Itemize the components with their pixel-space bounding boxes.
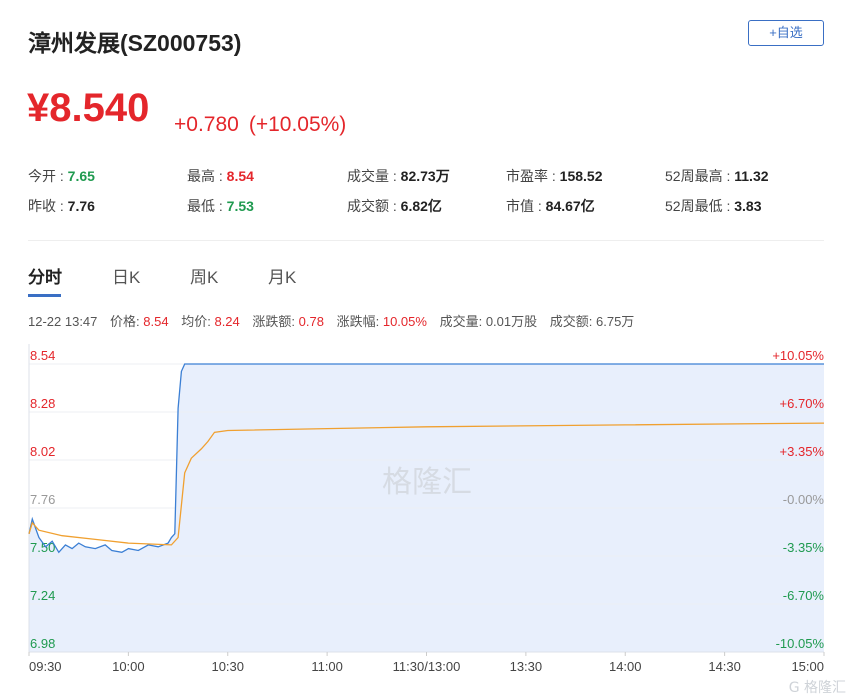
info-avg: 8.24: [214, 314, 240, 329]
y-pct-tick-label: -3.35%: [783, 540, 825, 555]
stat-label: 今开: [28, 168, 56, 184]
x-tick-label: 14:00: [609, 659, 642, 674]
info-chg-label: 涨跌额:: [252, 314, 296, 329]
stat-item: 今开 : 7.65: [28, 168, 95, 184]
stat-value: 7.53: [226, 198, 254, 214]
average-price-line: [28, 422, 825, 546]
stat-label: 最高: [187, 168, 215, 184]
stat-label: 市盈率: [506, 168, 548, 184]
stat-value: 158.52: [559, 168, 603, 184]
stat-item: 最低 : 7.53: [187, 198, 254, 214]
stat-item: 最高 : 8.54: [187, 168, 254, 184]
stat-item: 市值 : 84.67亿: [506, 198, 595, 214]
info-datetime: 12-22 13:47: [28, 314, 98, 329]
add-watchlist-button[interactable]: +自选: [748, 20, 824, 46]
tab-weekly-k[interactable]: 周K: [190, 268, 219, 287]
stat-value: 6.82亿: [400, 198, 442, 214]
x-tick-label: 11:00: [311, 659, 343, 674]
stat-item: 昨收 : 7.76: [28, 198, 95, 214]
info-amt: 6.75万: [596, 314, 635, 329]
y-pct-tick-label: -0.00%: [783, 492, 825, 507]
x-tick-label: 13:30: [510, 659, 543, 674]
y-tick-label: 8.28: [30, 396, 55, 411]
stat-item: 52周最低 : 3.83: [665, 198, 762, 214]
x-tick-label: 15:00: [791, 659, 824, 674]
y-pct-tick-label: -6.70%: [783, 588, 825, 603]
watermark-logo: 格隆汇: [382, 465, 472, 500]
stat-label: 昨收: [28, 198, 56, 214]
info-price: 8.54: [143, 314, 169, 329]
stat-label: 市值: [506, 198, 534, 214]
stat-item: 52周最高 : 11.32: [665, 168, 769, 184]
x-tick-label: 09:30: [29, 659, 62, 674]
stat-value: 3.83: [734, 198, 762, 214]
info-vol-label: 成交量:: [439, 314, 483, 329]
y-tick-label: 8.02: [30, 444, 55, 459]
stat-value: 8.54: [226, 168, 254, 184]
corner-watermark-logo: G 格隆汇: [789, 680, 846, 694]
y-tick-label: 7.76: [30, 492, 55, 507]
x-tick-label: 11:30/13:00: [393, 659, 461, 674]
info-pct: 10.05%: [382, 314, 427, 329]
y-pct-tick-label: +3.35%: [780, 444, 825, 459]
stat-label: 成交额: [347, 198, 389, 214]
stat-value: 82.73万: [400, 168, 450, 184]
stat-value: 84.67亿: [545, 198, 595, 214]
y-pct-tick-label: +10.05%: [772, 348, 824, 363]
y-tick-label: 7.24: [30, 588, 55, 603]
stat-item: 成交量 : 82.73万: [347, 168, 450, 184]
active-tab-indicator: [28, 294, 61, 297]
change-percent: (+10.05%): [248, 113, 347, 136]
stat-label: 成交量: [347, 168, 389, 184]
divider: [28, 240, 824, 241]
stock-title: 漳州发展(SZ000753): [28, 30, 242, 56]
y-tick-label: 6.98: [30, 636, 55, 651]
x-tick-label: 10:30: [211, 659, 244, 674]
stat-label: 52周最低: [665, 198, 723, 214]
crosshair-info-bar: 12-22 13:47 价格: 8.54 均价: 8.24 涨跌额: 0.78 …: [28, 311, 634, 330]
info-price-label: 价格:: [110, 314, 140, 329]
info-chg: 0.78: [298, 314, 324, 329]
info-amt-label: 成交额:: [549, 314, 593, 329]
info-vol: 0.01万股: [485, 314, 538, 329]
x-tick-label: 10:00: [112, 659, 145, 674]
tab-intraday[interactable]: 分时: [28, 268, 62, 287]
y-pct-tick-label: -10.05%: [776, 636, 825, 651]
x-tick-label: 14:30: [708, 659, 741, 674]
price-change: +0.780 (+10.05%): [174, 113, 356, 137]
tab-daily-k[interactable]: 日K: [112, 268, 141, 287]
price-line: [28, 363, 824, 554]
info-avg-label: 均价:: [181, 314, 211, 329]
change-amount: +0.780: [174, 113, 239, 136]
stat-value: 7.65: [67, 168, 95, 184]
stat-label: 52周最高: [665, 168, 723, 184]
stat-item: 市盈率 : 158.52: [506, 168, 603, 184]
stat-item: 成交额 : 6.82亿: [347, 198, 442, 214]
stat-label: 最低: [187, 198, 215, 214]
tab-monthly-k[interactable]: 月K: [268, 268, 297, 287]
y-pct-tick-label: +6.70%: [780, 396, 825, 411]
y-tick-label: 8.54: [30, 348, 55, 363]
info-pct-label: 涨跌幅:: [336, 314, 380, 329]
current-price: ¥8.540: [27, 86, 150, 130]
stat-value: 7.76: [67, 198, 95, 214]
stat-value: 11.32: [734, 168, 769, 184]
